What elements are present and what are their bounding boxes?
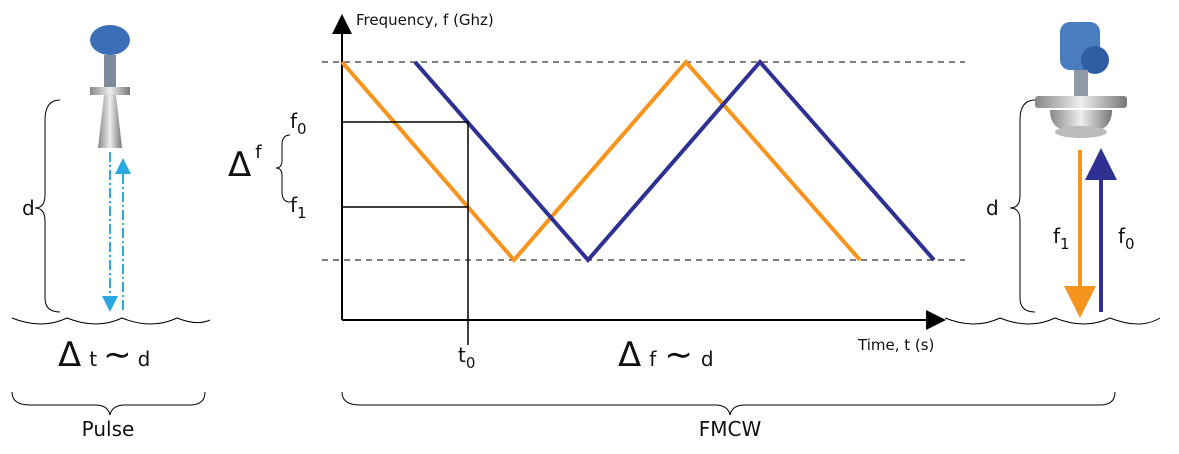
delta: Δ	[228, 145, 251, 185]
caption: FMCW	[699, 417, 762, 441]
radar-device	[1035, 22, 1127, 138]
y-axis-label: Frequency, f (Ghz)	[356, 11, 494, 29]
var: f	[255, 142, 262, 163]
f0-label: f0	[1118, 224, 1135, 253]
distance-label: d	[22, 196, 35, 220]
f0-label: f0	[290, 109, 307, 138]
pulse-device	[90, 25, 130, 148]
sub: 0	[297, 120, 307, 138]
base: f	[1053, 224, 1061, 248]
var: t	[89, 347, 97, 371]
sub: 0	[1125, 235, 1135, 253]
f0-guide	[342, 121, 469, 345]
sub: 0	[466, 354, 476, 372]
transmit-sweep	[340, 58, 862, 264]
receive-sweep	[413, 58, 936, 264]
brace	[341, 391, 1116, 416]
t0-label: t0	[458, 343, 475, 372]
f1-label: f1	[290, 193, 307, 222]
dist: d	[701, 347, 714, 371]
f1-label: f1	[1053, 224, 1070, 253]
base: t	[458, 343, 466, 367]
approx: ∼	[103, 335, 132, 375]
brace	[34, 99, 61, 313]
sub: 1	[297, 204, 307, 222]
approx: ∼	[664, 335, 693, 375]
base: f	[290, 193, 298, 217]
distance-label: d	[986, 196, 999, 220]
delta: Δ	[618, 335, 641, 375]
base: f	[1118, 224, 1126, 248]
delta: Δ	[58, 335, 81, 375]
base: f	[290, 109, 298, 133]
brace	[1009, 99, 1036, 313]
dist: d	[138, 347, 151, 371]
brace	[275, 134, 291, 203]
sub: 1	[1060, 235, 1070, 253]
surface	[944, 317, 1161, 325]
x-axis-label: Time, t (s)	[857, 336, 934, 354]
surface	[11, 317, 211, 325]
var: f	[649, 347, 657, 371]
brace	[11, 391, 206, 416]
caption: Pulse	[82, 417, 135, 441]
